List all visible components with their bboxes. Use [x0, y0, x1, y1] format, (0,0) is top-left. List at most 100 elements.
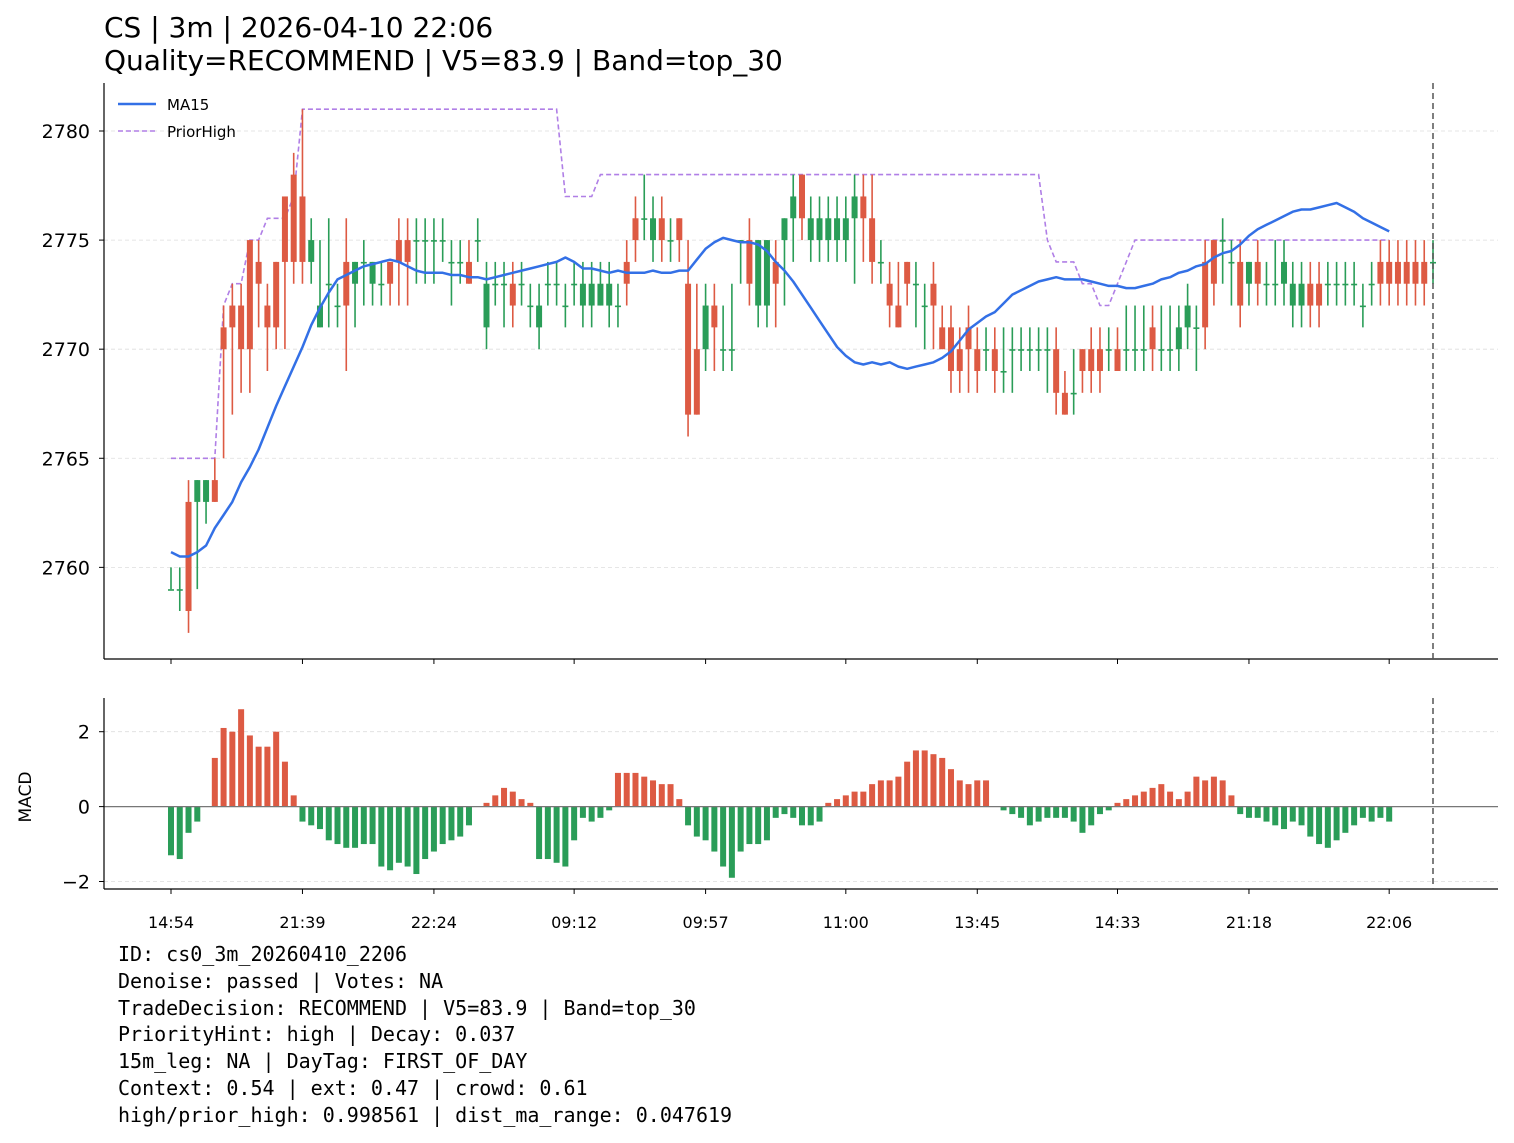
- macd-bar: [825, 802, 832, 807]
- macd-bar: [869, 784, 876, 807]
- price-y-tick-label: 2765: [42, 448, 90, 470]
- candle-body: [947, 327, 954, 371]
- candle: [1202, 240, 1209, 350]
- candle-body: [1351, 283, 1358, 286]
- candle-body: [536, 305, 543, 328]
- candle: [1307, 261, 1314, 328]
- candle: [632, 196, 639, 262]
- candle-body: [1035, 349, 1042, 351]
- macd-bar: [1245, 806, 1252, 818]
- candle: [1289, 261, 1296, 328]
- candle: [308, 218, 315, 284]
- macd-bar: [334, 806, 341, 845]
- candle: [1394, 240, 1401, 306]
- candle-body: [728, 349, 735, 351]
- macd-bar: [588, 806, 595, 822]
- candle: [387, 261, 394, 306]
- macd-bar: [1167, 791, 1174, 807]
- candle: [369, 261, 376, 306]
- candle: [1140, 305, 1147, 371]
- candle: [816, 196, 823, 262]
- candle-body: [1377, 261, 1384, 284]
- candle: [238, 283, 245, 393]
- candle: [685, 240, 692, 437]
- macd-bar: [299, 806, 306, 822]
- candle-body: [211, 480, 218, 502]
- info-panel: ID: cs0_3m_20260410_2206 Denoise: passed…: [118, 941, 732, 1129]
- macd-bar: [168, 806, 174, 856]
- candle-body: [316, 305, 323, 328]
- candle: [220, 305, 227, 459]
- candle-body: [1289, 283, 1296, 306]
- candle: [807, 196, 814, 262]
- candle-body: [1079, 349, 1086, 371]
- macd-bar: [1210, 776, 1217, 807]
- candle: [912, 261, 919, 328]
- candle-body: [816, 218, 823, 241]
- candle: [483, 261, 490, 350]
- candle-body: [1140, 349, 1147, 351]
- macd-bar: [790, 806, 797, 818]
- candle-body: [308, 240, 315, 262]
- ma15-line: [170, 201, 1390, 558]
- candle: [1421, 240, 1428, 306]
- candle-body: [264, 305, 271, 328]
- candle: [825, 196, 832, 262]
- candle-body: [1018, 349, 1025, 351]
- macd-bar: [290, 795, 297, 807]
- candle: [1026, 327, 1033, 371]
- candle-body: [658, 218, 665, 241]
- macd-bar: [211, 757, 218, 807]
- price-y-tick-label: 2760: [42, 557, 90, 579]
- candle-body: [168, 589, 174, 591]
- candle: [1237, 240, 1244, 328]
- macd-bar: [465, 806, 472, 826]
- price-y-tick-label: 2780: [42, 121, 90, 143]
- candle: [1114, 327, 1121, 371]
- macd-bar: [912, 750, 919, 807]
- candle: [1359, 283, 1366, 328]
- candle-body: [667, 240, 674, 242]
- macd-bar: [720, 806, 727, 867]
- candle: [1018, 327, 1025, 371]
- candle: [448, 240, 455, 306]
- macd-y-tick-label: 0: [78, 797, 90, 819]
- candle: [273, 261, 280, 350]
- macd-bar: [685, 806, 692, 826]
- candle-body: [1324, 283, 1331, 286]
- candle: [658, 196, 665, 262]
- candle-body: [439, 240, 446, 242]
- macd-bar: [606, 806, 613, 811]
- info-line: Context: 0.54 | ext: 0.47 | crowd: 0.61: [118, 1075, 588, 1100]
- macd-bar: [360, 806, 367, 845]
- candle-body: [544, 283, 551, 286]
- macd-bar: [492, 795, 499, 807]
- macd-bar: [623, 772, 630, 807]
- info-line: 15m_leg: NA | DayTag: FIRST_OF_DAY: [118, 1049, 528, 1074]
- macd-bar: [1333, 806, 1340, 841]
- candle: [1245, 261, 1252, 306]
- candle: [842, 196, 849, 262]
- candle-body: [851, 196, 858, 219]
- macd-bar: [1289, 806, 1296, 822]
- macd-bar: [1228, 795, 1235, 807]
- info-line: Denoise: passed | Votes: NA: [118, 968, 444, 993]
- candle: [474, 218, 481, 262]
- macd-bar: [1342, 806, 1349, 833]
- macd-bar: [273, 731, 280, 807]
- macd-bar: [404, 806, 411, 867]
- candle: [895, 261, 902, 328]
- candle-body: [1053, 349, 1060, 393]
- macd-bar: [1254, 806, 1261, 818]
- candle-body: [194, 480, 201, 502]
- candle: [168, 567, 174, 591]
- candle: [614, 283, 621, 328]
- candle: [799, 174, 805, 241]
- macd-bar: [1105, 806, 1112, 811]
- candle-body: [869, 218, 876, 262]
- candle-body: [1070, 392, 1077, 395]
- candle: [904, 261, 911, 306]
- candle-body: [352, 261, 359, 284]
- candle-body: [965, 327, 972, 350]
- candle: [1272, 240, 1279, 306]
